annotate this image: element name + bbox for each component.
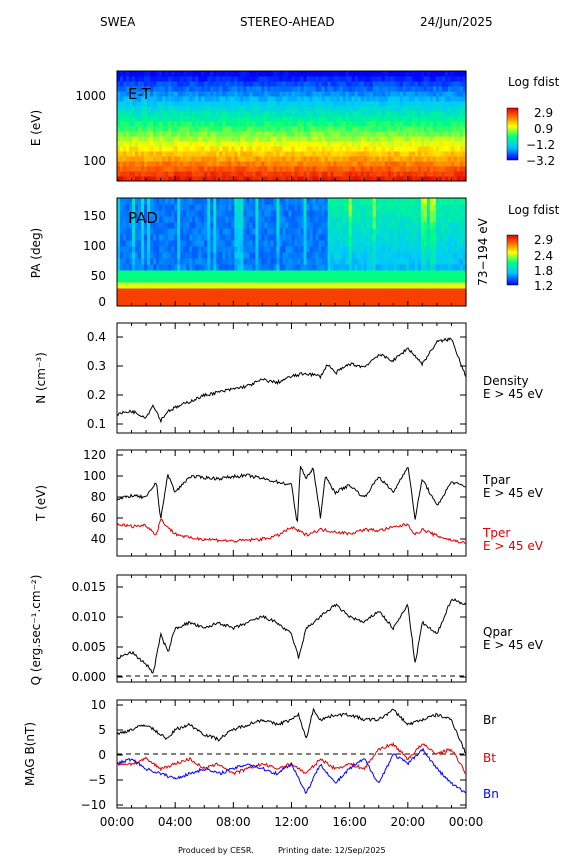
y-tick-label: 0.1 <box>87 417 106 431</box>
x-tick-label: 16:00 <box>332 815 367 829</box>
series-line-br <box>116 707 467 755</box>
pad-tick-150: 150 <box>83 209 106 223</box>
y-tick-label: 0.005 <box>72 640 106 654</box>
pad-tick-100: 100 <box>83 239 106 253</box>
legend-tpar: Tpar <box>482 473 510 487</box>
panel-frame <box>116 574 467 683</box>
colorbar1-tick-3: −3.2 <box>526 154 555 168</box>
y-tick-label: 80 <box>91 490 106 504</box>
legend-qpar: Qpar <box>483 625 512 639</box>
series-line-bn <box>116 747 467 794</box>
x-tick-label: 00:00 <box>449 815 484 829</box>
legend-bt: Bt <box>483 751 496 765</box>
energy-heatmap <box>117 71 467 182</box>
legend-density: Density <box>483 374 529 388</box>
x-tick-label: 04:00 <box>158 815 193 829</box>
series-line-qpar <box>116 598 467 674</box>
spacecraft-title: STEREO-AHEAD <box>240 15 335 29</box>
pad-tick-0: 0 <box>98 295 106 309</box>
y-tick-label: 100 <box>83 469 106 483</box>
series-line-bt <box>116 741 467 776</box>
y-axis-label: MAG B(nT) <box>23 722 37 786</box>
y-tick-label: 5 <box>98 723 106 737</box>
x-tick-label: 00:00 <box>100 815 135 829</box>
legend-tper: Tper <box>482 526 510 540</box>
date-title: 24/Jun/2025 <box>420 15 493 29</box>
energy-ylabel: E (eV) <box>29 110 43 146</box>
legend-subtitle: E > 45 eV <box>483 638 544 652</box>
footer-printing-date: Printing date: 12/Sep/2025 <box>278 846 386 855</box>
x-tick-label: 12:00 <box>274 815 309 829</box>
footer-produced: Produced by CESR. <box>178 846 254 855</box>
y-tick-label: 120 <box>83 448 106 462</box>
y-tick-label: 40 <box>91 532 106 546</box>
y-axis-label: T (eV) <box>34 485 48 522</box>
x-tick-label: 20:00 <box>391 815 426 829</box>
colorbar2-tick-1: 2.4 <box>534 249 553 263</box>
legend-bn: Bn <box>483 787 499 801</box>
series-line-tpar <box>116 466 467 523</box>
panel-frame <box>116 449 467 557</box>
panel-frame <box>116 322 467 434</box>
series-line-tper <box>116 518 467 545</box>
colorbar1-tick-2: −1.2 <box>526 138 555 152</box>
series-line-density <box>116 337 467 424</box>
y-axis-label: Q (erg.sec⁻¹.cm⁻²) <box>29 575 43 686</box>
y-axis-label: N (cm⁻³) <box>34 352 48 404</box>
pad-energy-range: 73−194 eV <box>476 217 490 285</box>
legend-subtitle: E > 45 eV <box>483 387 544 401</box>
colorbar1-tick-0: 2.9 <box>534 106 553 120</box>
pad-heatmap <box>117 198 467 307</box>
energy-tick-100: 100 <box>83 154 106 168</box>
legend-subtitle: E > 45 eV <box>483 539 544 553</box>
pad-annotation: PAD <box>128 209 158 227</box>
y-tick-label: −10 <box>81 798 106 812</box>
colorbar2-title: Log fdist <box>508 203 560 217</box>
y-tick-label: −5 <box>88 773 106 787</box>
pad-spectrogram-panel: PAD 150 100 50 0 PA (deg) 73−194 eV Log … <box>29 197 560 309</box>
y-tick-label: 0.2 <box>87 388 106 402</box>
colorbar2-tick-3: 1.2 <box>534 279 553 293</box>
instrument-title: SWEA <box>100 15 136 29</box>
pad-tick-50: 50 <box>91 269 106 283</box>
y-tick-label: 0 <box>98 748 106 762</box>
colorbar2-tick-0: 2.9 <box>534 233 553 247</box>
colorbar1 <box>506 107 519 161</box>
y-tick-label: 0.015 <box>72 580 106 594</box>
y-tick-label: 0.4 <box>87 330 106 344</box>
colorbar1-title: Log fdist <box>508 75 560 89</box>
y-tick-label: 0.010 <box>72 610 106 624</box>
colorbar1-tick-1: 0.9 <box>534 122 553 136</box>
y-tick-label: 10 <box>91 698 106 712</box>
y-tick-label: 0.3 <box>87 359 106 373</box>
legend-subtitle: E > 45 eV <box>483 486 544 500</box>
y-tick-label: 60 <box>91 511 106 525</box>
y-tick-label: 0.000 <box>72 670 106 684</box>
x-tick-label: 08:00 <box>216 815 251 829</box>
pad-ylabel: PA (deg) <box>29 228 43 278</box>
magnetic-field-panel: 10 5 0 −5 −10 Br Bt Bn MAG B(nT) 00:00 04:00 08:00 1… <box>23 698 499 829</box>
energy-spectrogram-panel: E-T 1000 100 E (eV) Log fdist 2.9 0.9 −1… <box>29 70 560 182</box>
colorbar2 <box>506 234 519 286</box>
energy-annotation: E-T <box>128 85 152 103</box>
energy-tick-1000: 1000 <box>75 89 106 103</box>
colorbar2-tick-2: 1.8 <box>534 264 553 278</box>
legend-br: Br <box>483 713 496 727</box>
